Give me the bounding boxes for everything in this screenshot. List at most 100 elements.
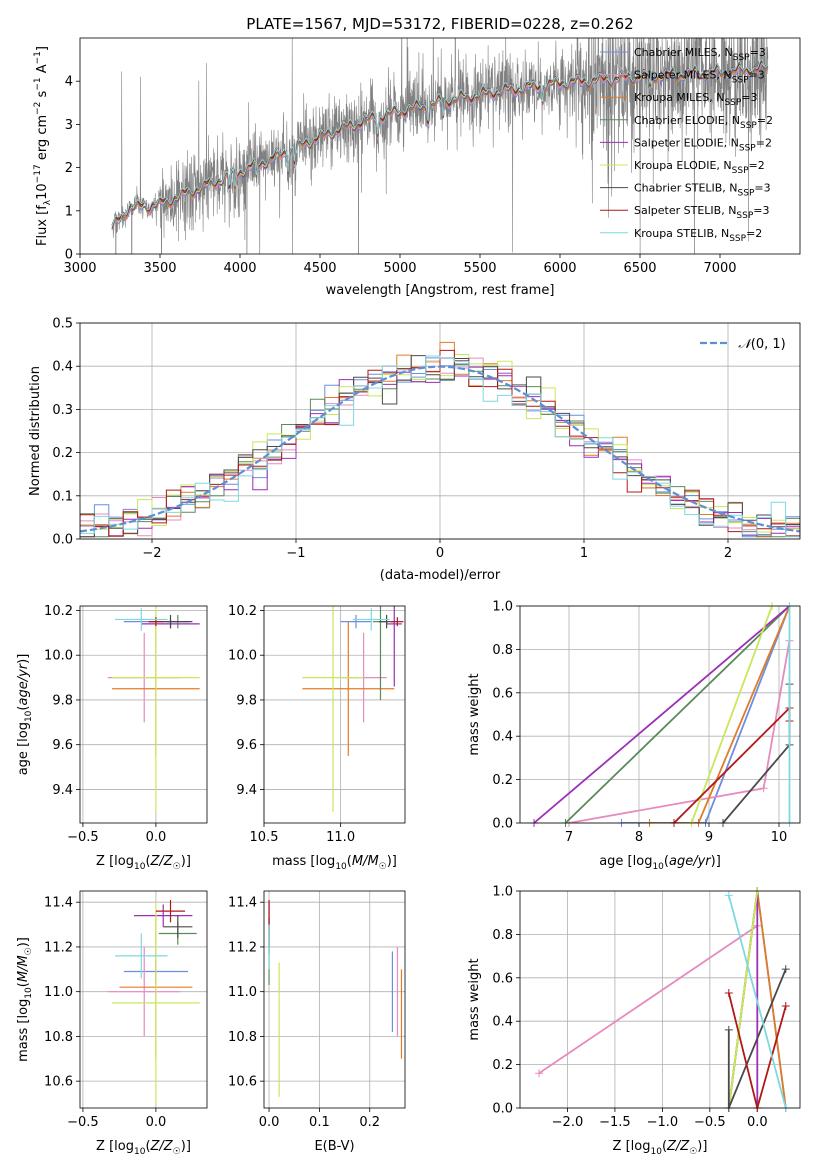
y-tick-label: 3 <box>65 118 73 133</box>
label-part: )] <box>16 654 31 664</box>
legend-label: Kroupa ELODIE, NSSP=2 <box>634 159 765 176</box>
x-tick-label: 11.0 <box>326 830 355 845</box>
label-part: SSP <box>732 166 749 176</box>
x-tick-label: 0.1 <box>309 1115 330 1130</box>
label-part: −1 <box>33 51 43 64</box>
label-part: SSP <box>732 76 749 86</box>
label-part: ( <box>16 982 31 987</box>
panel-spectrum: 3000 3500 4000 4500 5000 5500 6000 6500 7000 0 1 2 3… <box>33 37 801 298</box>
x-tick-label: 0.0 <box>747 1115 768 1130</box>
y-tick-label: 10.8 <box>228 1030 257 1045</box>
label-part: Flux [f <box>35 205 50 246</box>
label-part: ☉ <box>173 862 181 872</box>
y-tick-label: 0 <box>65 248 73 263</box>
label-part: mass [log <box>272 854 335 869</box>
y-tick-label: 1.0 <box>492 600 513 615</box>
label-part: Z/Z <box>666 1139 690 1154</box>
x-tick-label: 7000 <box>703 261 736 276</box>
x-tick-label: 10 <box>771 830 788 845</box>
x-axis-label: Z [log10(Z/Z☉)] <box>613 1139 708 1157</box>
label-part: s <box>35 90 50 101</box>
label-part: Salpeter STELIB, N <box>634 204 736 217</box>
weight-line-chabrier_stelib <box>727 968 787 1108</box>
legend-label: Chabrier MILES, NSSP=3 <box>634 46 766 63</box>
label-part: 10 <box>652 862 664 872</box>
x-axis-label: wavelength [Angstrom, rest frame] <box>326 283 555 298</box>
label-part: )] <box>697 1139 707 1154</box>
y-tick-label: 11.2 <box>44 940 73 955</box>
y-tick-label: 10.6 <box>44 1075 73 1090</box>
label-part: ☉ <box>379 862 387 872</box>
label-part: ( <box>664 854 669 869</box>
label-part: ☉ <box>173 1147 181 1157</box>
axes-frame <box>263 890 406 1109</box>
label-part: Kroupa MILES, N <box>634 91 724 104</box>
label-part: )] <box>387 854 397 869</box>
gaussian-legend-label: 𝒩(0, 1) <box>738 337 785 352</box>
label-part: =3 <box>753 204 769 217</box>
panel-mass-vs-Z: −0.5 0.010.610.811.011.211.4Z [log10(Z/Z☉… <box>16 890 208 1157</box>
label-part: 10 <box>24 710 34 722</box>
weight-marker-salpeter_miles <box>759 784 768 793</box>
weight-line-kroupa_elodie <box>727 891 759 1108</box>
y-tick-label: 1.0 <box>492 885 513 900</box>
axes-frame <box>79 605 208 824</box>
figure-title: PLATE=1567, MJD=53172, FIBERID=0228, z=0… <box>246 15 633 33</box>
label-part: SSP <box>740 121 757 131</box>
x-tick-label: 3500 <box>143 261 176 276</box>
legend-label: Chabrier ELODIE, NSSP=2 <box>634 114 773 131</box>
label-part: −1 <box>33 77 43 90</box>
label-part: E(B-V) <box>314 1139 354 1154</box>
panel-residuals: −2 −1 0 1 2 0.0 0.1 0.2 0.3 0.4 0.5 𝒩(0, 1) (data-mo… <box>28 317 801 583</box>
y-tick-label: 0.8 <box>492 643 513 658</box>
x-tick-label: −2.0 <box>552 1115 584 1130</box>
y-tick-label: 11.4 <box>228 896 257 911</box>
y-tick-label: 9.4 <box>52 783 73 798</box>
y-axis-label: mass [log10(M/M☉)] <box>16 937 34 1062</box>
y-tick-label: 0.6 <box>492 686 513 701</box>
x-tick-label: 5000 <box>383 261 416 276</box>
y-axis-label: mass weight <box>467 958 482 1040</box>
weight-line-salpeter_elodie <box>533 606 791 823</box>
label-part: SSP <box>729 234 746 244</box>
x-tick-label: 1 <box>580 546 588 561</box>
y-tick-label: 2 <box>65 161 73 176</box>
weight-line-kroupa_stelib <box>727 895 787 1108</box>
gaussian-curve <box>79 365 801 533</box>
weight-marker-kroupa_stelib <box>724 891 733 900</box>
x-tick-label: 0 <box>436 546 444 561</box>
y-tick-label: 9.6 <box>236 738 257 753</box>
y-axis-label: Normed distribution <box>28 366 43 496</box>
x-tick-label: 0.0 <box>259 1115 280 1130</box>
weight-line-kroupa_miles <box>649 606 791 823</box>
x-axis-label: age [log10(age/yr)] <box>599 854 721 872</box>
axes-frame <box>263 605 406 824</box>
label-part: 10 <box>134 1147 146 1157</box>
label-part: Chabrier MILES, N <box>634 46 733 59</box>
label-part: ( <box>145 854 150 869</box>
legend-label: Chabrier STELIB, NSSP=3 <box>634 182 771 199</box>
y-tick-label: 9.8 <box>236 693 257 708</box>
x-tick-label: −1 <box>286 546 305 561</box>
y-tick-label: 4 <box>65 75 73 90</box>
label-part: −2 <box>33 102 43 115</box>
y-tick-label: 0.0 <box>52 533 73 548</box>
y-tick-label: 0.2 <box>492 1058 513 1073</box>
legend-label: Kroupa MILES, NSSP=3 <box>634 91 758 108</box>
x-tick-label: −0.5 <box>694 1115 726 1130</box>
label-part: )] <box>711 854 721 869</box>
label-part: mass [log <box>16 999 31 1062</box>
label-part: 10 <box>24 987 34 999</box>
y-tick-label: 9.8 <box>52 693 73 708</box>
x-tick-label: 6000 <box>543 261 576 276</box>
y-axis-label: Flux [fλ10−17 erg cm−2 s−1 A−1] <box>33 46 53 246</box>
label-part: )] <box>181 854 191 869</box>
label-part: age/yr <box>16 662 31 705</box>
label-part: =3 <box>754 182 770 195</box>
x-tick-label: 0.0 <box>146 830 167 845</box>
x-tick-label: 7 <box>565 830 573 845</box>
label-part: λ <box>43 199 53 205</box>
label-part: Z/Z <box>150 854 174 869</box>
y-tick-label: 0.8 <box>492 928 513 943</box>
